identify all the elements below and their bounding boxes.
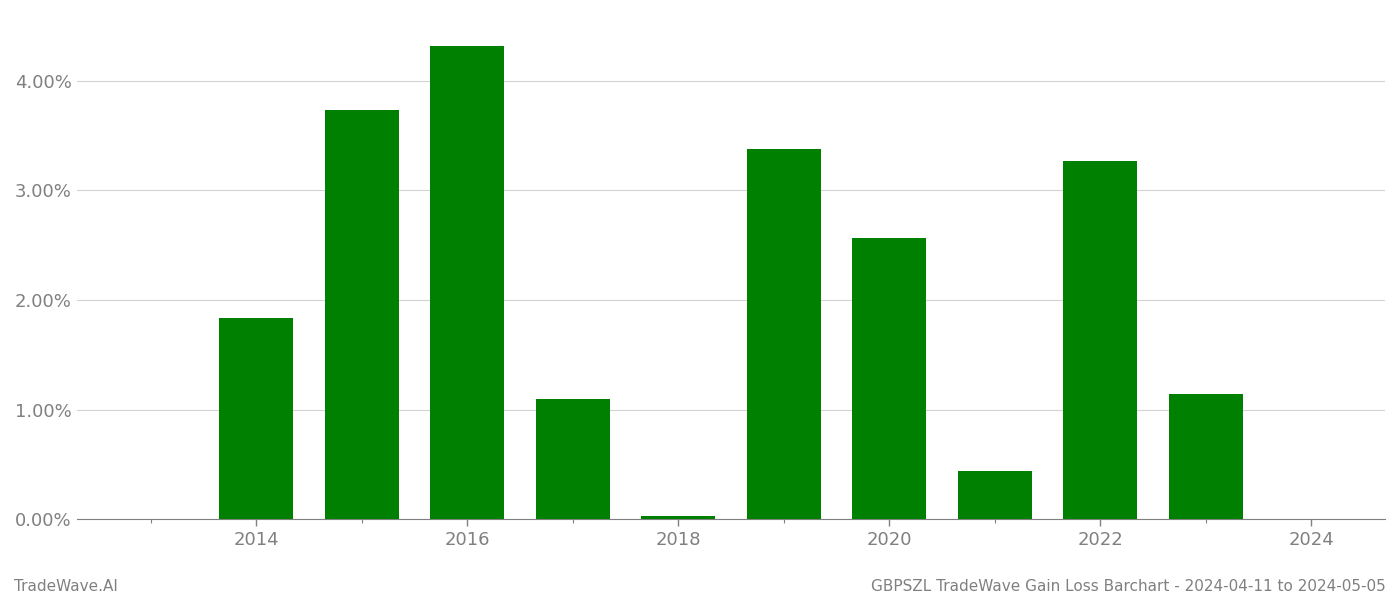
Bar bbox=[430, 46, 504, 519]
Bar bbox=[958, 471, 1032, 519]
Bar bbox=[1063, 161, 1137, 519]
Bar bbox=[536, 398, 609, 519]
Bar bbox=[1169, 394, 1243, 519]
Text: TradeWave.AI: TradeWave.AI bbox=[14, 579, 118, 594]
Text: GBPSZL TradeWave Gain Loss Barchart - 2024-04-11 to 2024-05-05: GBPSZL TradeWave Gain Loss Barchart - 20… bbox=[871, 579, 1386, 594]
Bar bbox=[641, 517, 715, 519]
Bar bbox=[325, 110, 399, 519]
Bar bbox=[853, 238, 925, 519]
Bar bbox=[746, 149, 820, 519]
Bar bbox=[220, 317, 293, 519]
